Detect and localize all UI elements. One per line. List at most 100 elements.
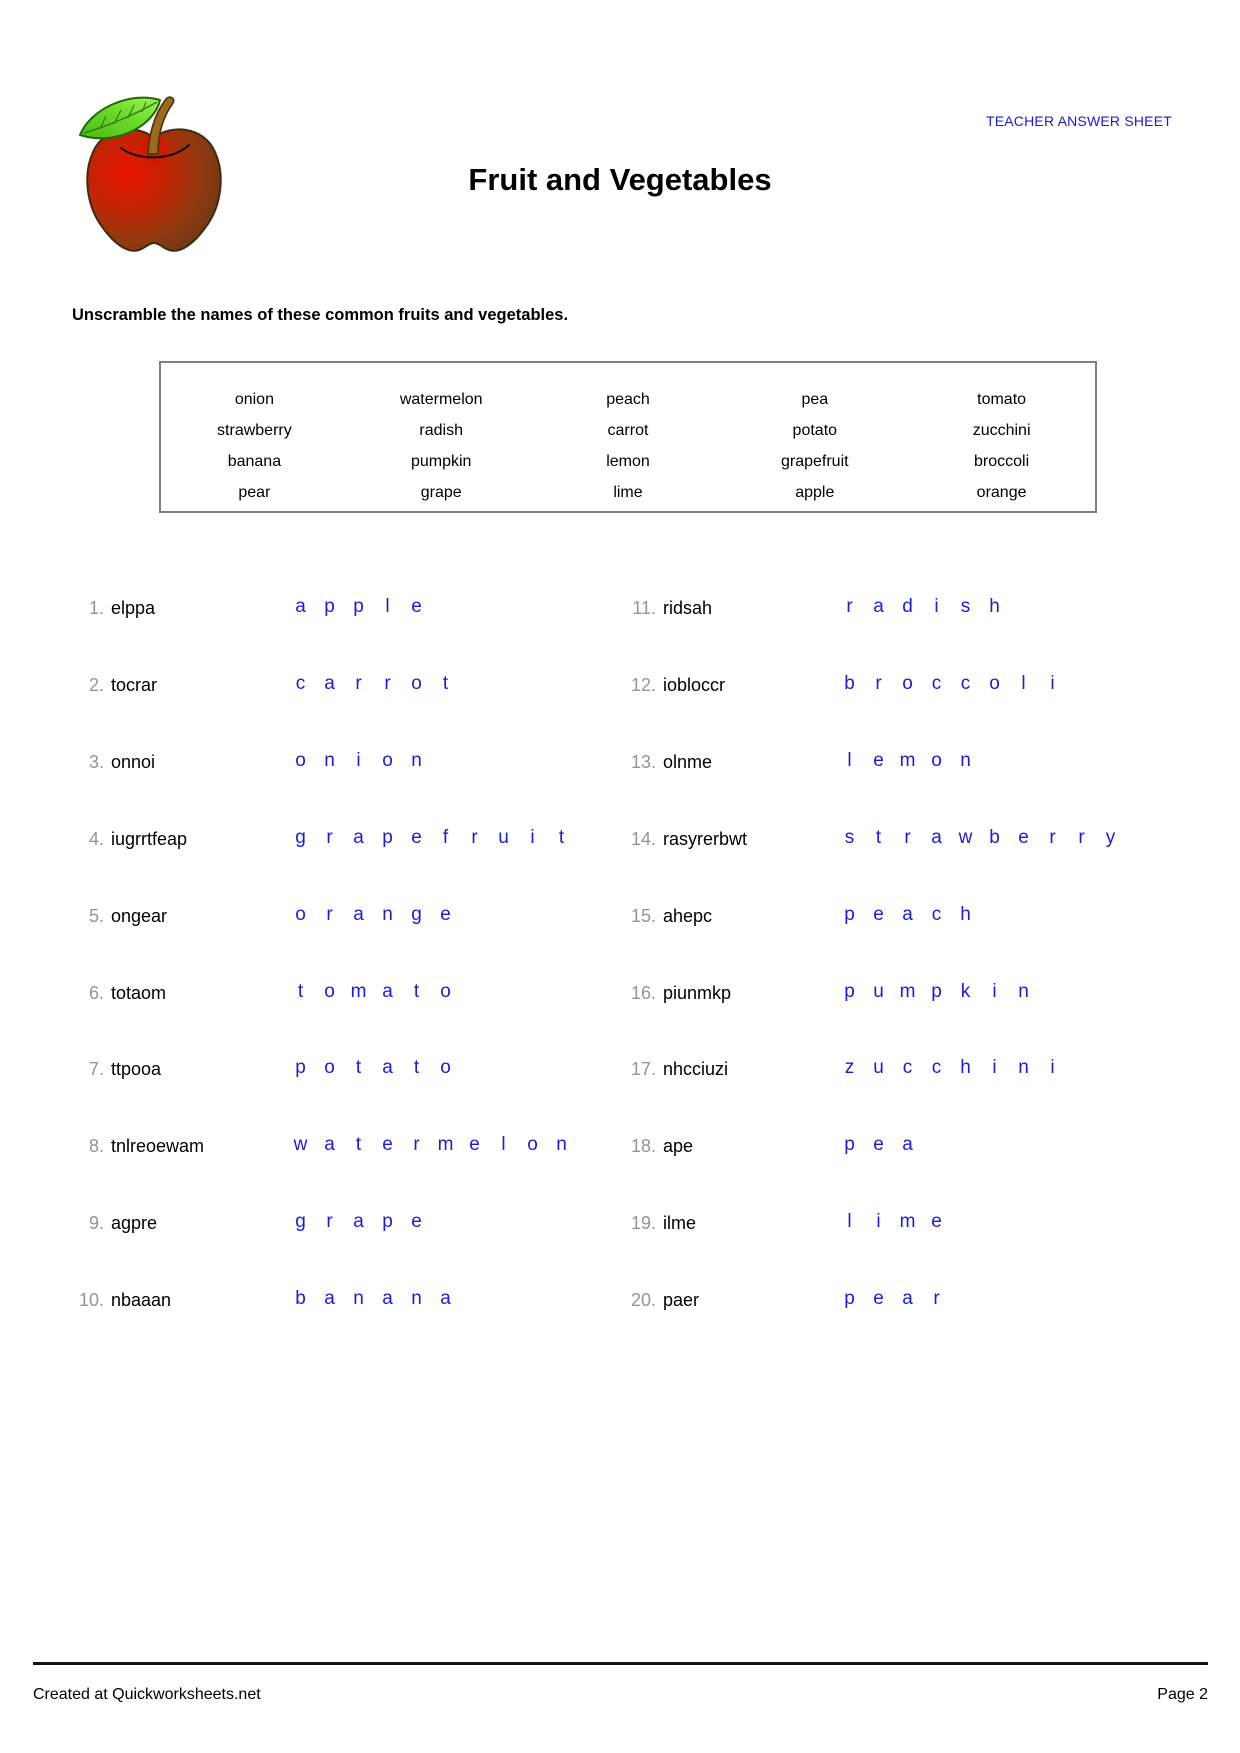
worksheet-item: 9. agpre g r a p e — [68, 1211, 556, 1234]
answer-letter: i — [934, 596, 939, 617]
scrambled-word: iugrrtfeap — [111, 829, 188, 849]
apple-clipart-icon — [79, 96, 222, 252]
scrambled-word: rasyrerbwt — [663, 829, 748, 849]
answer-letter: p — [353, 596, 364, 617]
item-number: 15. — [630, 906, 656, 926]
word-bank-word: peach — [606, 391, 650, 408]
answer-letter: t — [413, 981, 420, 1002]
answer-letter: l — [847, 750, 852, 771]
item-number: 18. — [630, 1136, 656, 1156]
answer-letter: i — [356, 750, 361, 771]
answer-letter: n — [411, 1288, 422, 1309]
answer-letter: e — [382, 1134, 393, 1155]
answer-letter: n — [960, 750, 971, 771]
item-number: 12. — [630, 675, 656, 695]
scrambled-word: tocrar — [111, 675, 158, 695]
worksheet-item: 10. nbaaan b a n a n a — [68, 1288, 556, 1311]
item-number: 9. — [88, 1213, 104, 1233]
answer-letter: o — [440, 1057, 451, 1078]
answer-letter: a — [382, 1057, 393, 1078]
answer-letter: s — [960, 596, 971, 617]
answer-letter: h — [989, 596, 1000, 617]
answer-letter: e — [873, 904, 884, 925]
answer-letter: n — [382, 904, 393, 925]
answer-letter: b — [844, 673, 855, 694]
answer-letter: c — [931, 673, 942, 694]
item-number: 13. — [630, 752, 656, 772]
scrambled-word: paer — [663, 1290, 700, 1310]
answer-letter: k — [960, 981, 971, 1002]
answer-letter: r — [1078, 827, 1085, 848]
scrambled-word: ape — [663, 1136, 694, 1156]
answer-letter: o — [902, 673, 913, 694]
answer-letter: p — [931, 981, 942, 1002]
answer-letter: m — [437, 1134, 454, 1155]
scrambled-word: nhcciuzi — [663, 1059, 729, 1079]
answer-letter: g — [411, 904, 422, 925]
scrambled-word: iobloccr — [663, 675, 726, 695]
word-bank-word: pumpkin — [410, 453, 472, 470]
item-number: 14. — [630, 829, 656, 849]
scrambled-word: ilme — [663, 1213, 697, 1233]
word-bank-row: onion watermelon peach pea tomato — [161, 384, 1095, 415]
word-bank-word: apple — [795, 484, 835, 501]
answer-letter: r — [846, 596, 853, 617]
answer-letter: m — [350, 981, 367, 1002]
answer-letter: r — [326, 904, 333, 925]
footer-divider — [33, 1662, 1208, 1665]
footer-credit: Created at Quickworksheets.net — [33, 1686, 261, 1703]
answer-letter: i — [530, 827, 535, 848]
word-bank-word: pear — [238, 484, 271, 501]
word-bank-word: potato — [792, 422, 838, 439]
answer-letter: n — [556, 1134, 567, 1155]
scrambled-word: ahepc — [663, 906, 713, 926]
worksheet-item: 8. tnlreoewam w a t e r m e l o n — [68, 1134, 567, 1157]
scrambled-word: piunmkp — [663, 983, 732, 1003]
scrambled-word: elppa — [111, 598, 156, 618]
answer-letter: d — [902, 596, 913, 617]
answer-letter: h — [960, 1057, 971, 1078]
answer-letter: a — [324, 1288, 335, 1309]
answer-letter: p — [324, 596, 335, 617]
item-number: 17. — [630, 1059, 656, 1079]
answer-letter: o — [324, 1057, 335, 1078]
answer-letter: o — [989, 673, 1000, 694]
answer-letter: r — [933, 1288, 940, 1309]
answer-letter: p — [382, 1211, 393, 1232]
word-bank-word: zucchini — [972, 422, 1031, 439]
item-number: 7. — [88, 1059, 104, 1079]
answer-letter: w — [958, 827, 973, 848]
scrambled-word: ridsah — [663, 598, 713, 618]
scrambled-word: totaom — [111, 983, 167, 1003]
answer-letter: a — [931, 827, 942, 848]
page-title: Fruit and Vegetables — [468, 162, 772, 197]
answer-letter: e — [440, 904, 451, 925]
answer-letter: p — [844, 981, 855, 1002]
item-number: 11. — [632, 598, 656, 618]
worksheet-item: 19. ilme l i m e — [556, 1211, 1240, 1234]
answer-letter: t — [442, 673, 449, 694]
answer-letter: i — [876, 1211, 881, 1232]
scrambled-word: onnoi — [111, 752, 156, 772]
worksheet-item: 2. tocrar c a r r o t — [68, 673, 556, 696]
word-bank-word: tomato — [977, 391, 1027, 408]
answer-letter: e — [873, 750, 884, 771]
answer-letter: t — [413, 1057, 420, 1078]
item-number: 6. — [88, 983, 104, 1003]
answer-letter: c — [960, 673, 971, 694]
answer-letter: n — [1018, 1057, 1029, 1078]
answer-letter: u — [498, 827, 509, 848]
word-bank-word: broccoli — [974, 453, 1030, 470]
answer-letter: e — [873, 1134, 884, 1155]
item-number: 4. — [88, 829, 104, 849]
